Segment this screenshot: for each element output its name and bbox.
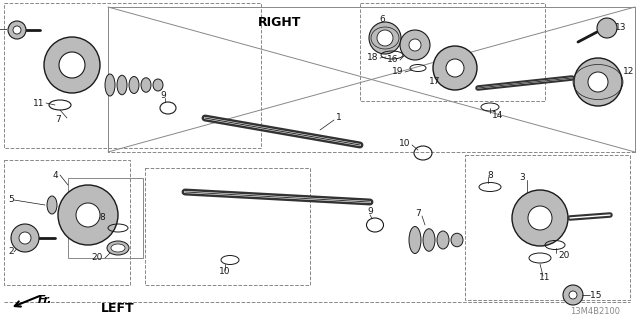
Bar [4, 160, 130, 285]
Ellipse shape [437, 231, 449, 249]
Circle shape [19, 232, 31, 244]
Text: 18: 18 [367, 53, 378, 62]
Circle shape [59, 52, 85, 78]
Text: 2: 2 [8, 247, 13, 257]
Circle shape [44, 37, 100, 93]
Text: 7: 7 [55, 116, 61, 124]
Circle shape [446, 59, 464, 77]
Ellipse shape [107, 241, 129, 255]
Text: 8: 8 [99, 213, 105, 222]
Circle shape [597, 18, 617, 38]
Ellipse shape [153, 79, 163, 91]
Text: 4: 4 [52, 171, 58, 180]
Bar [145, 168, 310, 285]
Text: 10: 10 [220, 268, 231, 276]
Ellipse shape [423, 229, 435, 251]
Circle shape [569, 291, 577, 299]
Text: 14: 14 [492, 110, 504, 119]
Text: RIGHT: RIGHT [259, 15, 301, 28]
Text: 17: 17 [429, 77, 440, 86]
Circle shape [574, 58, 622, 106]
Circle shape [76, 203, 100, 227]
Ellipse shape [105, 74, 115, 96]
Circle shape [409, 39, 421, 51]
Circle shape [369, 22, 401, 54]
Circle shape [588, 72, 608, 92]
Text: 15—: 15— [0, 26, 8, 35]
Text: 13M4B2100: 13M4B2100 [570, 308, 620, 316]
Text: 19: 19 [392, 68, 403, 76]
Text: Fr.: Fr. [38, 295, 52, 305]
Ellipse shape [367, 218, 383, 232]
Ellipse shape [160, 102, 176, 114]
Bar [68, 178, 143, 258]
Text: 20: 20 [92, 253, 103, 262]
Text: 11: 11 [540, 274, 551, 283]
Circle shape [8, 21, 26, 39]
Text: 20: 20 [558, 251, 570, 260]
Circle shape [512, 190, 568, 246]
Circle shape [528, 206, 552, 230]
Circle shape [433, 46, 477, 90]
Bar [360, 3, 545, 101]
Text: 9: 9 [367, 207, 373, 217]
Bar [4, 3, 261, 148]
Ellipse shape [409, 227, 421, 253]
Text: 1: 1 [336, 114, 342, 123]
Ellipse shape [451, 233, 463, 247]
Circle shape [563, 285, 583, 305]
Text: 6: 6 [379, 15, 385, 25]
Circle shape [13, 26, 21, 34]
Text: 5: 5 [8, 196, 13, 204]
Text: 3: 3 [519, 173, 525, 182]
Text: 13: 13 [615, 23, 627, 33]
Bar [465, 155, 630, 300]
Text: 8: 8 [487, 171, 493, 180]
Ellipse shape [111, 244, 125, 252]
Text: 16: 16 [387, 55, 398, 65]
Text: 11: 11 [33, 99, 44, 108]
Circle shape [58, 185, 118, 245]
Circle shape [377, 30, 393, 46]
Text: 12: 12 [623, 68, 634, 76]
Ellipse shape [129, 76, 139, 93]
Circle shape [11, 224, 39, 252]
Ellipse shape [47, 196, 57, 214]
Circle shape [400, 30, 430, 60]
Text: 9: 9 [160, 91, 166, 100]
Ellipse shape [141, 78, 151, 92]
Text: 7: 7 [415, 209, 421, 218]
Text: 10: 10 [399, 139, 410, 148]
Ellipse shape [117, 75, 127, 95]
Text: LEFT: LEFT [101, 301, 135, 315]
Text: —15: —15 [582, 291, 602, 300]
